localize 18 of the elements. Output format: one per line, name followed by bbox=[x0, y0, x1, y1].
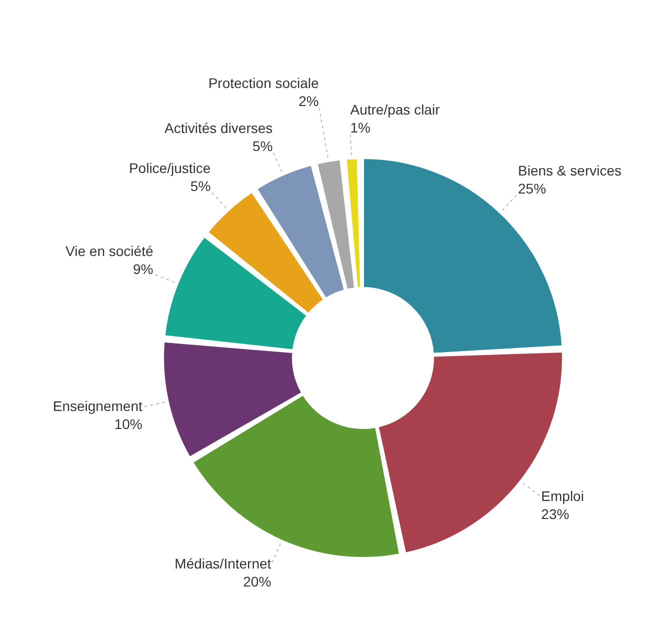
slice-label: Autre/pas clair bbox=[350, 101, 440, 118]
data-label: 5% bbox=[190, 178, 211, 194]
data-label: 20% bbox=[243, 574, 272, 590]
slice-label: Activités diverses bbox=[164, 120, 273, 136]
slice-label: Protection sociale bbox=[208, 74, 320, 91]
data-label: 2% bbox=[298, 92, 319, 109]
slice-label: Enseignement bbox=[52, 398, 142, 414]
data-label: 23% bbox=[541, 506, 570, 522]
data-label: 9% bbox=[133, 260, 154, 277]
slice-label: Biens & services bbox=[518, 162, 622, 179]
slice-label: Vie en société bbox=[66, 242, 154, 259]
data-label: 25% bbox=[518, 180, 546, 197]
data-label: 1% bbox=[350, 119, 370, 136]
slice-label: Médias/Internet bbox=[174, 556, 272, 572]
data-label: 5% bbox=[252, 138, 273, 154]
data-label: 10% bbox=[114, 416, 142, 432]
slice-label: Emploi bbox=[541, 488, 584, 504]
slice-label: Police/justice bbox=[128, 160, 211, 176]
